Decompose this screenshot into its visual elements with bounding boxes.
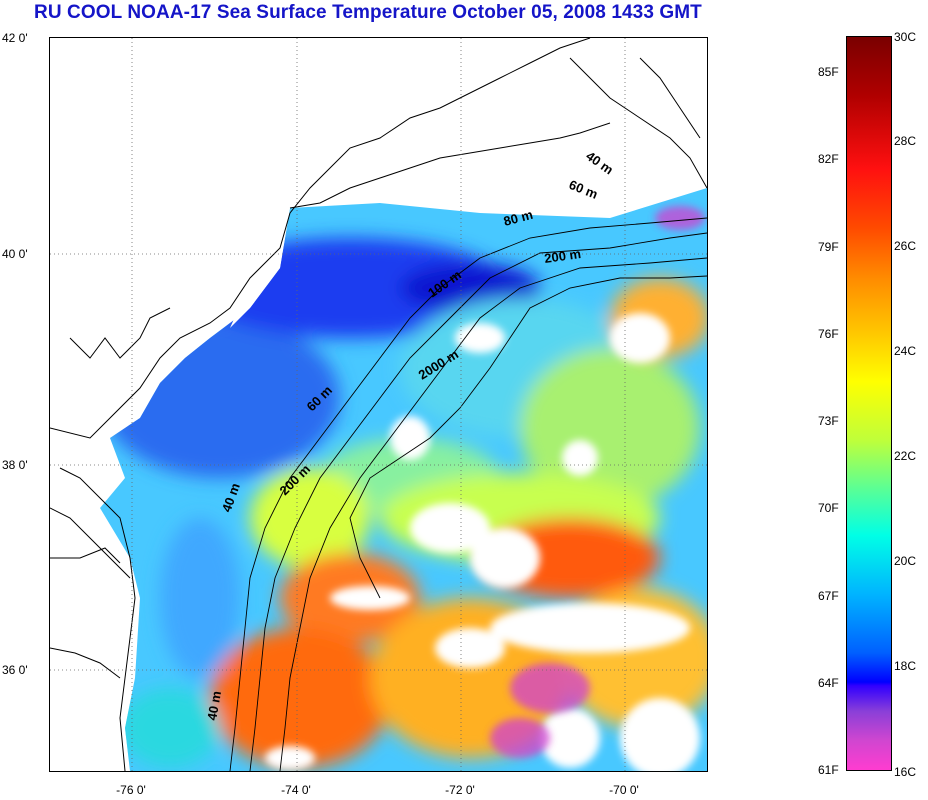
colorbar-c-26: 26C <box>894 239 917 253</box>
colorbar-f-64: 64F <box>818 676 839 690</box>
colorbar-c-30: 30C <box>894 30 917 44</box>
colorbar-f-73: 73F <box>818 414 839 428</box>
temperature-colorbar <box>846 36 892 771</box>
colorbar-f-76: 76F <box>818 327 839 341</box>
lat-label-38: 38 0' <box>2 458 28 472</box>
lon-label-72: -72 0' <box>445 783 475 797</box>
colorbar-f-67: 67F <box>818 589 839 603</box>
lat-label-42: 42 0' <box>2 31 28 45</box>
graticule <box>50 38 707 771</box>
colorbar-f-79: 79F <box>818 240 839 254</box>
contour-label-40m-south: 40 m <box>204 690 224 722</box>
colorbar-f-82: 82F <box>818 152 839 166</box>
colorbar-c-20: 20C <box>894 554 917 568</box>
contour-label-80m: 80 m <box>502 207 535 229</box>
lon-label-76: -76 0' <box>116 783 146 797</box>
sst-field <box>100 188 707 771</box>
contour-label-40m-north: 40 m <box>583 148 616 177</box>
lon-label-70: -70 0' <box>609 783 639 797</box>
lat-label-40: 40 0' <box>2 247 28 261</box>
sst-map-canvas: 40 m 60 m 80 m 200 m 100 m 2000 m 60 m 2… <box>50 38 707 771</box>
colorbar-c-22: 22C <box>894 449 917 463</box>
bathymetry-contours <box>229 217 707 771</box>
contour-label-200m-north: 200 m <box>543 246 582 266</box>
lon-label-74: -74 0' <box>281 783 311 797</box>
colorbar-f-61: 61F <box>818 763 839 777</box>
map-title: RU COOL NOAA-17 Sea Surface Temperature … <box>34 2 702 23</box>
colorbar-c-24: 24C <box>894 344 917 358</box>
coastline <box>50 38 707 771</box>
colorbar-c-28: 28C <box>894 134 917 148</box>
sst-map: 40 m 60 m 80 m 200 m 100 m 2000 m 60 m 2… <box>49 37 708 772</box>
colorbar-f-85: 85F <box>818 65 839 79</box>
lat-label-36: 36 0' <box>2 663 28 677</box>
colorbar-c-18: 18C <box>894 659 917 673</box>
contour-label-60m-north: 60 m <box>567 177 600 202</box>
colorbar-c-16: 16C <box>894 765 917 779</box>
colorbar-f-70: 70F <box>818 501 839 515</box>
